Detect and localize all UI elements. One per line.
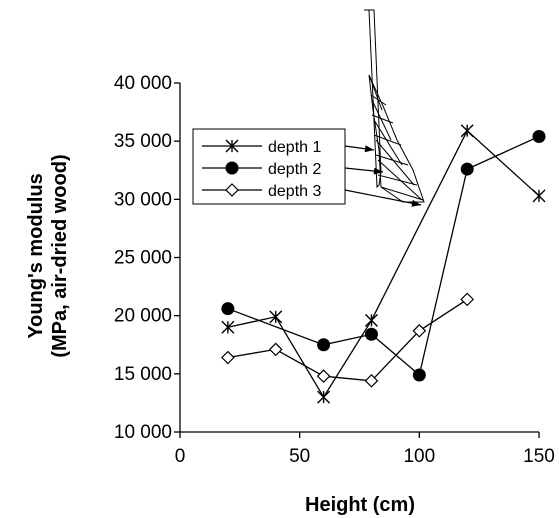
trunk-grid-line — [371, 99, 392, 141]
data-point — [532, 189, 546, 203]
series-line — [227, 298, 468, 382]
trunk-grid-line — [375, 139, 415, 186]
data-point — [317, 338, 331, 352]
data-point — [364, 327, 378, 341]
x-tick-label: 50 — [289, 446, 310, 467]
depth-arrow — [344, 189, 422, 207]
series-line — [227, 135, 540, 377]
legend-label: depth 3 — [268, 183, 321, 200]
y-tick-label: 35 000 — [114, 131, 172, 152]
legend-marker — [225, 139, 239, 153]
x-tick-label: 0 — [175, 446, 186, 467]
legend-marker — [225, 183, 239, 197]
trunk-grid-line — [370, 94, 387, 106]
depth-arrow — [344, 167, 384, 175]
data-point — [412, 323, 427, 338]
series-depth-2 — [221, 130, 546, 382]
data-point — [221, 320, 235, 334]
x-tick-label: 150 — [523, 446, 555, 467]
tree-trunk-diagram — [364, 9, 425, 203]
data-point — [460, 124, 474, 138]
y-tick-label: 25 000 — [114, 248, 172, 269]
trunk-grid-line — [375, 154, 409, 166]
y-tick-label: 30 000 — [114, 189, 172, 210]
data-point — [221, 302, 235, 316]
legend-label: depth 1 — [268, 139, 321, 156]
data-point — [412, 368, 426, 382]
axes: 10 000 15 000 20 000 25 000 30 000 35 000 40 0… — [114, 73, 555, 467]
data-point — [532, 130, 546, 144]
data-point — [460, 162, 474, 176]
trunk-top — [364, 9, 382, 189]
x-axis-title: Height (cm) — [305, 494, 415, 516]
series-depth-3 — [221, 292, 475, 388]
data-point — [268, 342, 283, 357]
y-tick-label: 40 000 — [114, 73, 172, 94]
data-point — [364, 313, 378, 327]
legend-box — [192, 128, 346, 205]
data-point — [221, 350, 235, 365]
x-tick-label: 100 — [403, 446, 435, 467]
legend-marker — [225, 161, 239, 175]
trunk-grid-line — [373, 119, 403, 166]
y-axis-title-line1: Young's modulus — [25, 173, 47, 339]
trunk-grid-line — [368, 74, 383, 111]
arrow-head — [364, 145, 374, 153]
legend: depth 1 depth 2 depth 3 — [192, 128, 346, 205]
series-layer — [221, 124, 546, 404]
data-point — [317, 390, 331, 404]
trunk-grid-line — [377, 159, 423, 201]
series-depth-1 — [221, 124, 546, 404]
trunk-grid-line — [371, 114, 394, 124]
data-point — [269, 310, 283, 324]
data-point — [460, 292, 475, 307]
data-point — [316, 369, 331, 384]
arrow-head — [373, 167, 383, 175]
trunk-grid-line — [380, 186, 424, 201]
arrow-head — [411, 199, 421, 207]
series-line — [227, 129, 540, 399]
y-tick-label: 15 000 — [114, 364, 172, 385]
y-tick-label: 10 000 — [114, 422, 172, 443]
trunk-grid-line — [373, 134, 402, 146]
depth-arrow — [344, 145, 375, 153]
y-axis-title-line2: (MPa, air-dried wood) — [49, 154, 71, 357]
data-point — [364, 373, 379, 388]
trunk-grid-line — [377, 174, 418, 186]
y-tick-label: 20 000 — [114, 306, 172, 327]
arrow-shaft — [344, 189, 422, 206]
depth-arrows — [344, 145, 422, 207]
legend-label: depth 2 — [268, 161, 321, 178]
